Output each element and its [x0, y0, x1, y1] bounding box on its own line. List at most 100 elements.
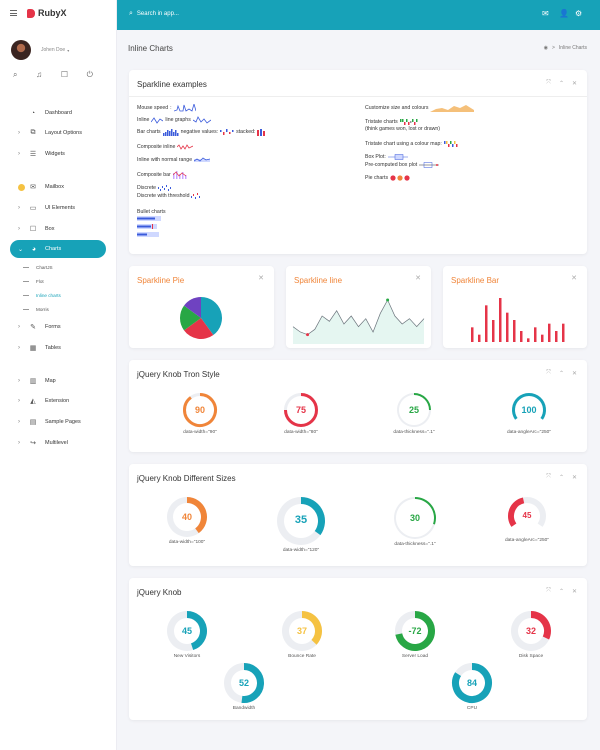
knob-dial[interactable]: 32 Disk Space — [510, 610, 552, 659]
knob-fill — [530, 611, 551, 640]
sidebar-item-tables[interactable]: › ▦ Tables — [0, 339, 117, 357]
user-name[interactable]: Johen Doe — [41, 47, 66, 53]
knob-dial[interactable]: 84 CPU — [451, 662, 493, 711]
search-icon[interactable]: ⌕ — [13, 70, 18, 79]
sidebar-subitem-flot[interactable]: Flot — [23, 276, 44, 286]
sidebar-item-label: UI Elements — [45, 205, 75, 211]
close-icon[interactable]: ✕ — [571, 589, 577, 595]
close-icon[interactable]: ✕ — [571, 475, 577, 481]
knob-value: 45 — [522, 511, 532, 521]
close-icon[interactable]: ✕ — [415, 275, 421, 282]
sidebar-item-forms[interactable]: › ✎ Forms — [0, 318, 117, 336]
knob-dial[interactable]: 35 data-width="120" — [276, 496, 326, 553]
sidebar-subitem-morris[interactable]: Morris — [23, 304, 49, 314]
bar — [513, 320, 516, 342]
knob-dial[interactable]: 52 Bandwidth — [223, 662, 265, 711]
mail-icon: ✉ — [30, 184, 36, 191]
knob-dial[interactable]: 37 Bounce Rate — [281, 610, 323, 659]
sidebar-item-extension[interactable]: › ◭ Extension — [0, 392, 117, 410]
sidebar-subitem-chartjs[interactable]: ChartJS — [23, 262, 53, 272]
knob-fill — [395, 611, 435, 651]
expand-icon[interactable]: ⤧ — [546, 370, 551, 376]
sidebar-subitem-inline-charts[interactable]: Inline charts — [23, 290, 61, 300]
sidebar-item-charts[interactable]: ⌄ ◕ Charts — [10, 240, 106, 258]
sidebar-item-multilevel[interactable]: › ↪ Multilevel — [0, 434, 117, 452]
sidebar-item-widgets[interactable]: › ☰ Widgets — [0, 145, 117, 163]
knob-fill — [300, 497, 325, 536]
sidebar-item-map[interactable]: › ▥ Map — [0, 372, 117, 390]
sparkline-card: Sparkline examples ⤧ ⌃ ✕ Mouse speed: Inli… — [129, 70, 587, 254]
search-bar[interactable]: ⌕ Search in app... — [129, 10, 179, 18]
expand-icon[interactable]: ⤧ — [546, 80, 551, 86]
widgets-icon: ☰ — [29, 151, 37, 158]
logo[interactable]: RubyX — [0, 0, 117, 30]
card-title: Sparkline examples — [137, 80, 207, 89]
chevron-icon: ⌄ — [18, 246, 24, 253]
knob-value: 90 — [194, 404, 205, 415]
expand-icon[interactable]: ⤧ — [546, 474, 551, 480]
knob-value: 100 — [521, 404, 537, 415]
mail-icon[interactable]: ✉ — [542, 9, 549, 18]
knob-fill — [512, 393, 546, 420]
knob-dial[interactable]: 100 data-angleArc="250" — [507, 392, 551, 435]
knob-caption: CPU — [466, 706, 478, 711]
search-input[interactable]: Search in app... — [136, 11, 179, 17]
spark-row: Discrete with threshold — [137, 192, 201, 200]
pie-icon: ◕ — [31, 245, 37, 253]
card-title: jQuery Knob — [137, 588, 182, 597]
knob-dial[interactable]: 75 data-width="80" — [283, 392, 319, 435]
chevron-icon: › — [18, 419, 20, 425]
knob-sizes-card: jQuery Knob Different Sizes ⤧ ⌃ ✕ 40 data-w… — [129, 464, 587, 566]
notification-dot — [18, 184, 25, 191]
close-icon[interactable]: ✕ — [571, 81, 577, 87]
collapse-icon[interactable]: ⌃ — [558, 371, 564, 377]
close-icon[interactable]: ✕ — [571, 371, 577, 377]
chat-icon[interactable]: ☐ — [60, 70, 68, 79]
close-icon[interactable]: ✕ — [258, 275, 264, 282]
knob-dial[interactable]: 30 data-thickness=".1" — [393, 496, 437, 547]
sidebar-item-box[interactable]: › ☐ Box — [0, 220, 117, 238]
chevron-icon: › — [18, 226, 20, 232]
knob-card: jQuery Knob ⤧ ⌃ ✕ 45 New Visitors 37 Bounce R… — [129, 578, 587, 720]
gear-icon[interactable]: ⚙ — [575, 9, 583, 18]
user-icon[interactable]: 👤 — [559, 9, 569, 18]
sidebar-item-layout-options[interactable]: › ⧉ Layout Options — [0, 124, 117, 142]
knob-dial[interactable]: -72 Server Load — [394, 610, 436, 659]
knob-dial[interactable]: 45 New Visitors — [166, 610, 208, 659]
map-icon: ▥ — [29, 378, 37, 385]
collapse-icon[interactable]: ⌃ — [558, 589, 564, 595]
extension-icon: ◭ — [30, 398, 36, 405]
knob-fill — [186, 497, 207, 534]
close-icon[interactable]: ✕ — [571, 275, 577, 282]
avatar[interactable] — [11, 40, 31, 60]
knob-dial[interactable]: 45 data-angleArc="250" — [505, 496, 549, 543]
knob-fill — [241, 663, 264, 703]
expand-icon[interactable]: ⤧ — [546, 588, 551, 594]
knob-value: 25 — [408, 404, 419, 415]
collapse-icon[interactable]: ⌃ — [558, 81, 564, 87]
bell-icon[interactable]: ♫ — [36, 70, 43, 79]
sidebar-item-label: Layout Options — [45, 130, 82, 136]
sidebar-item-ui-elements[interactable]: › ▭ UI Elements — [0, 199, 117, 217]
collapse-icon[interactable]: ⌃ — [558, 475, 564, 481]
sidebar-item-mailbox[interactable]: ✉ Mailbox — [0, 178, 117, 196]
knob-dial[interactable]: 25 data-thickness=".1" — [393, 392, 435, 435]
pie-chart — [180, 297, 222, 339]
sidebar-item-sample-pages[interactable]: › ▤ Sample Pages — [0, 413, 117, 431]
spark-row: Tristate chart using a colour map: — [365, 140, 464, 148]
eye-icon[interactable]: ◉ — [543, 45, 548, 51]
knob-value: -72 — [408, 625, 422, 636]
card-title: Sparkline Pie — [137, 276, 185, 285]
chevron-down-icon[interactable]: ▾ — [67, 47, 70, 53]
knob-value: 37 — [296, 625, 307, 636]
knob-dial[interactable]: 40 data-width="100" — [166, 496, 208, 545]
pie-slice — [184, 318, 214, 339]
sidebar-item-dashboard[interactable]: ◔ Dashboard — [0, 104, 117, 122]
user-panel[interactable]: Johen Doe ▾ — [11, 39, 69, 61]
line-series — [292, 299, 425, 336]
knob-caption: New Visitors — [173, 654, 201, 659]
power-icon[interactable]: ⏻ — [86, 70, 93, 79]
bar — [492, 320, 495, 342]
hamburger-icon[interactable] — [10, 10, 17, 16]
knob-dial[interactable]: 90 data-width="90" — [182, 392, 218, 435]
